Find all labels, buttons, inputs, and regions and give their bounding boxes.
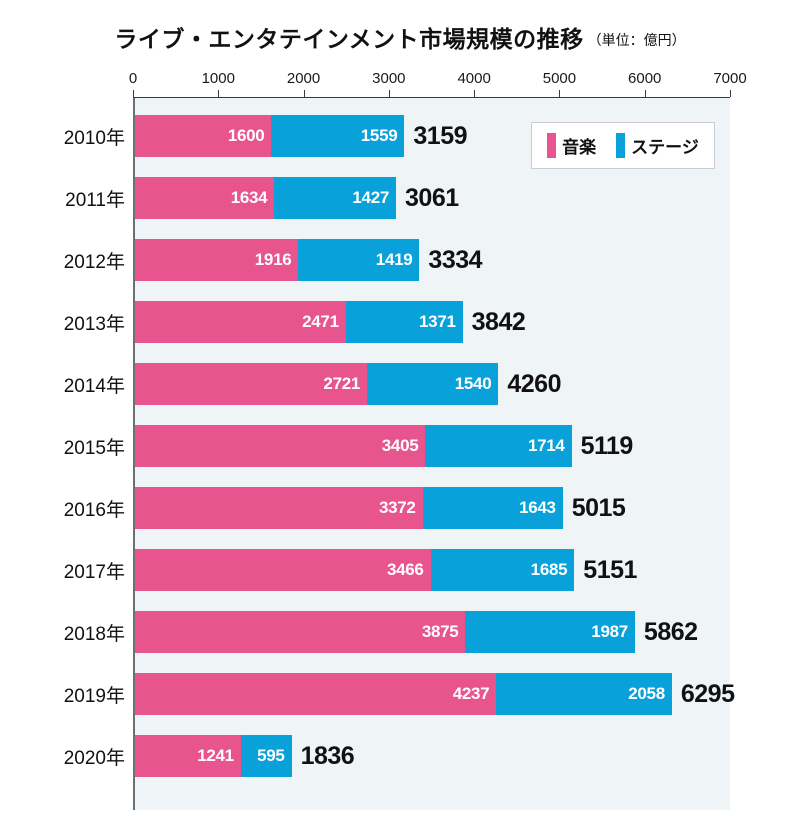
bar-row-category-label: 2014年 [63,375,125,397]
bar-row: 2014年 2721 1540 4260 [0,353,800,415]
bar-segment-music[interactable]: 3466 [135,549,431,591]
bar-segment-music[interactable]: 4237 [135,673,497,715]
bar-total-label: 5015 [571,493,626,522]
bar-total-label: 5119 [580,431,634,460]
bar-row-category-label: 2018年 [63,623,125,645]
bar-row: 2015年 3405 1714 5119 [0,415,800,477]
bar-segment-music[interactable]: 3372 [135,487,423,529]
stacked-bar[interactable]: 1600 1559 3159 [135,115,468,157]
chart-title-main: ライブ・エンタテインメント市場規模の推移 [114,26,584,52]
bar-segment-music[interactable]: 1916 [135,239,299,281]
bar-total-label: 5151 [583,555,637,584]
stacked-bar[interactable]: 1916 1419 3334 [135,239,483,281]
bar-total-label: 3159 [413,121,468,150]
bar-row-category-label: 2015年 [63,437,125,459]
legend-item-music[interactable]: 音楽 [547,133,596,158]
bar-segment-music[interactable]: 1241 [135,735,241,777]
bar-row-category-label: 2017年 [63,561,125,583]
bar-segment-music[interactable]: 3405 [135,425,426,467]
x-axis-tick-label: 5000 [542,70,577,87]
bar-segment-stage[interactable]: 1685 [430,549,575,591]
bar-row-category-label: 2020年 [63,747,125,769]
bar-total-label: 6295 [680,679,735,708]
bar-segment-music[interactable]: 2471 [135,301,346,343]
bar-row: 2010年 1600 1559 3159 [0,105,800,167]
x-axis-tick [730,90,731,97]
bar-segment-stage[interactable]: 1643 [422,487,563,529]
stacked-bar[interactable]: 4237 2058 6295 [135,673,735,715]
bar-row: 2011年 1634 1427 3061 [0,167,800,229]
bar-row-category-label: 2016年 [63,499,125,521]
bar-total-label: 3061 [405,183,459,212]
chart-title-unit: （単位：億円） [587,32,686,48]
stacked-bar[interactable]: 3405 1714 5119 [135,425,633,467]
bar-segment-stage[interactable]: 1987 [465,611,635,653]
bar-row: 2020年 1241 595 1836 [0,725,800,787]
bar-segment-music[interactable]: 2721 [135,363,368,405]
bar-row: 2019年 4237 2058 6295 [0,663,800,725]
x-axis-tick [133,90,134,97]
stacked-bar[interactable]: 1634 1427 3061 [135,177,459,219]
bar-segment-music[interactable]: 1634 [135,177,275,219]
bar-row: 2013年 2471 1371 3842 [0,291,800,353]
legend-swatch-stage-icon [616,133,626,158]
legend-label-music: 音楽 [562,138,597,157]
x-axis-tick [644,90,646,97]
x-axis-tick-label: 6000 [628,70,662,87]
bar-row: 2012年 1916 1419 3334 [0,229,800,291]
bar-segment-stage[interactable]: 595 [240,735,292,777]
x-axis-tick-label: 0 [128,70,138,87]
bar-segment-stage[interactable]: 1559 [271,115,405,157]
stacked-bar[interactable]: 3466 1685 5151 [135,549,637,591]
bar-total-label: 1836 [300,741,355,770]
x-axis-tick [303,90,305,97]
x-axis-tick-label: 2000 [286,70,321,87]
bar-row-category-label: 2019年 [63,685,125,707]
x-axis-tick [559,90,561,97]
x-axis-tick-label: 7000 [713,70,747,87]
bar-segment-music[interactable]: 1600 [135,115,272,157]
bar-row-category-label: 2013年 [63,313,125,335]
stacked-bar[interactable]: 2721 1540 4260 [135,363,561,405]
stacked-bar[interactable]: 1241 595 1836 [135,735,355,777]
stacked-bar[interactable]: 3875 1987 5862 [135,611,698,653]
bar-total-label: 4260 [507,369,561,398]
bar-segment-music[interactable]: 3875 [135,611,466,653]
stacked-bar[interactable]: 3372 1643 5015 [135,487,626,529]
bar-row: 2017年 3466 1685 5151 [0,539,800,601]
legend-item-stage[interactable]: ステージ [616,133,699,158]
bar-row: 2016年 3372 1643 5015 [0,477,800,539]
x-axis-tick-label: 4000 [457,70,491,87]
bar-total-label: 3334 [428,245,483,274]
x-axis: 0 1000 2000 3000 4000 5000 6000 7000 [129,70,747,98]
bar-total-label: 5862 [643,617,698,646]
legend-label-stage: ステージ [631,138,699,157]
x-axis-tick [474,90,476,97]
legend-swatch-music-icon [547,133,557,158]
x-axis-tick [218,90,220,97]
bar-segment-stage[interactable]: 1714 [425,425,572,467]
bar-row-category-label: 2011年 [65,189,125,211]
chart-legend: 音楽 ステージ [531,122,715,169]
x-axis-tick [388,90,390,97]
bar-segment-stage[interactable]: 1419 [298,239,420,281]
bar-total-label: 3842 [471,307,526,336]
bar-segment-stage[interactable]: 1427 [274,177,397,219]
bar-segment-stage[interactable]: 2058 [496,673,672,715]
stacked-bar[interactable]: 2471 1371 3842 [135,301,526,343]
bar-row-category-label: 2012年 [63,251,125,273]
x-axis-tick-label: 3000 [372,70,406,87]
bar-segment-stage[interactable]: 1371 [345,301,463,343]
bar-row: 2018年 3875 1987 5862 [0,601,800,663]
bar-row-category-label: 2010年 [63,127,125,149]
x-axis-tick-label: 1000 [201,70,235,87]
bar-segment-stage[interactable]: 1540 [367,363,499,405]
chart-title: ライブ・エンタテインメント市場規模の推移 （単位：億円） [0,20,800,54]
